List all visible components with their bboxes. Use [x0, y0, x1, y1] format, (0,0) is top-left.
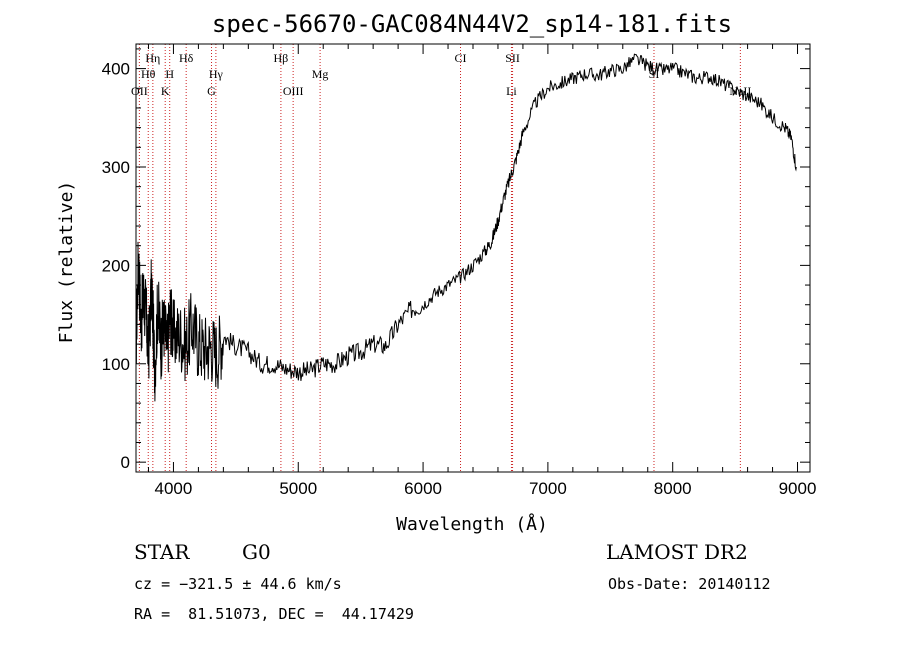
chart-title: spec-56670-GAC084N44V2_sp14-181.fits — [212, 10, 732, 38]
y-axis-label: Flux (relative) — [56, 181, 77, 344]
x-tick-label: 9000 — [779, 479, 817, 498]
spectral-subclass: G0 — [242, 540, 271, 564]
object-class: STAR — [134, 540, 190, 564]
spectral-line-label: Hη — [145, 51, 160, 65]
y-tick-label: 100 — [102, 355, 130, 374]
y-tick-label: 200 — [102, 256, 130, 275]
spectral-line-label: G — [207, 84, 216, 98]
x-tick-label: 4000 — [155, 479, 193, 498]
sky-coordinates: RA = 81.51073, DEC = 44.17429 — [134, 605, 414, 623]
x-axis-label: Wavelength (Å) — [396, 513, 548, 535]
x-tick-label: 5000 — [279, 479, 317, 498]
spectral-line-label: Hθ — [141, 67, 156, 81]
spectral-line-label: Hδ — [179, 51, 194, 65]
spectral-line-label: CI — [455, 51, 467, 65]
spectral-line-label: OII — [131, 84, 148, 98]
spectral-line-label: Li — [506, 84, 517, 98]
observation-date: Obs-Date: 20140112 — [608, 575, 771, 593]
y-tick-label: 400 — [102, 60, 130, 79]
spectrum-series-line — [135, 53, 797, 402]
spectral-line-label: H — [165, 67, 174, 81]
y-tick-label: 0 — [121, 453, 130, 472]
plot-frame — [135, 43, 811, 473]
y-tick-label: 300 — [102, 158, 130, 177]
spectral-line-label: K — [161, 84, 170, 98]
spectral-line-label: Hγ — [209, 67, 224, 81]
x-axis-ticks: 4000 5000 6000 7000 8000 9000 — [147, 44, 817, 498]
spectral-line-label: SII — [505, 51, 520, 65]
survey-name: LAMOST DR2 — [606, 540, 748, 564]
y-axis-ticks: 0 100 200 300 400 — [102, 48, 810, 472]
spectral-line-label: Hβ — [274, 51, 289, 65]
x-tick-label: 8000 — [654, 479, 692, 498]
redshift-velocity: cz = −321.5 ± 44.6 km/s — [134, 575, 342, 593]
spectral-line-label: Mg — [312, 67, 329, 81]
spectral-line-label: OIII — [283, 84, 304, 98]
x-tick-label: 6000 — [404, 479, 442, 498]
spectral-line-markers — [138, 44, 741, 472]
x-tick-label: 7000 — [529, 479, 567, 498]
spectral-line-label: SI — [649, 67, 660, 81]
